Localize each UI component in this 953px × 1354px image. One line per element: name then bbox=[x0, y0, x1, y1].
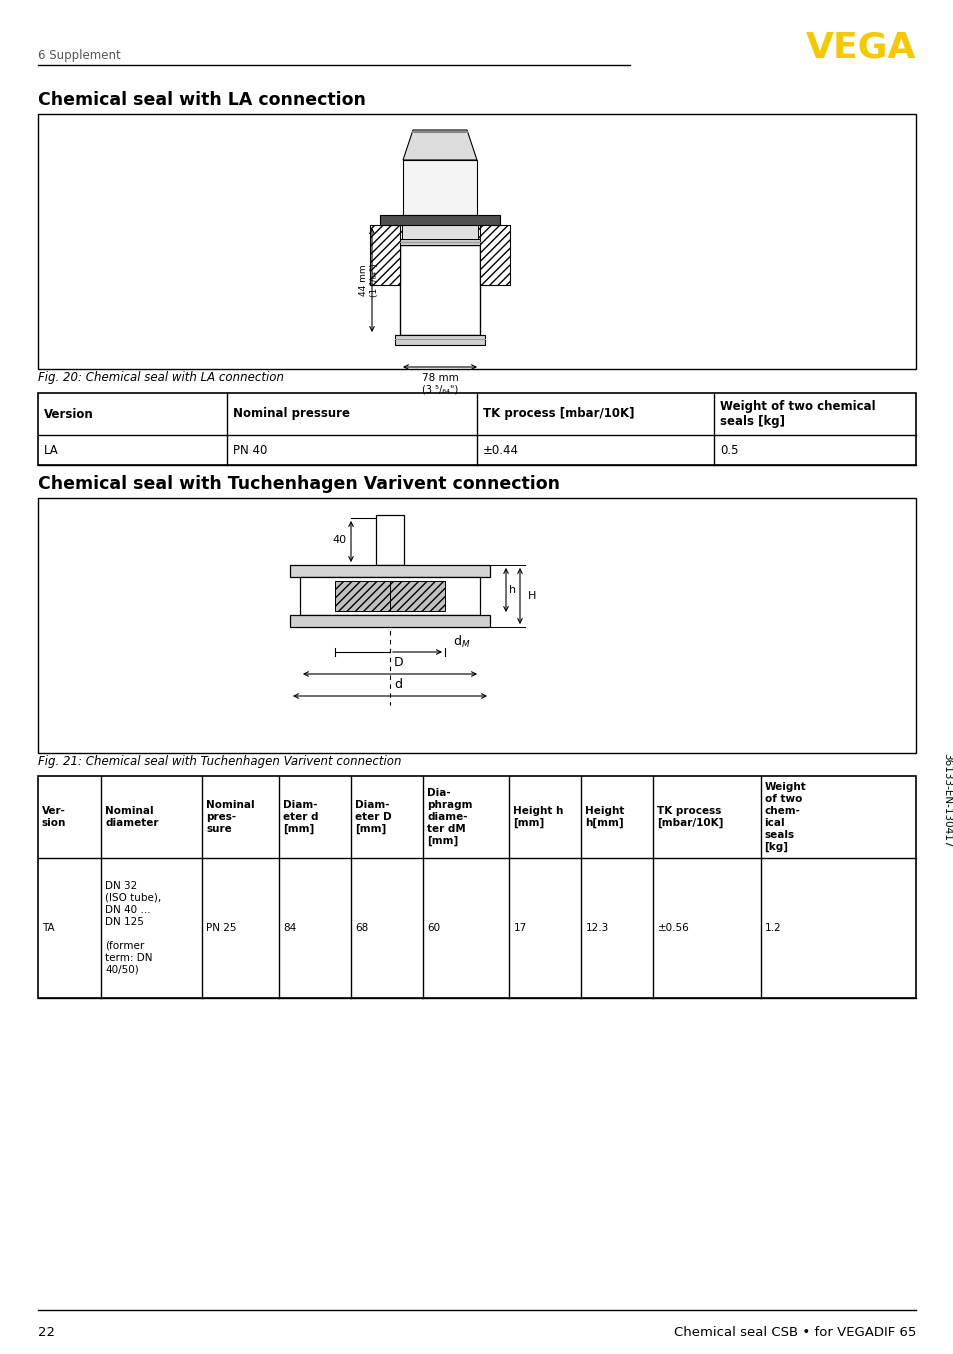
Text: TA: TA bbox=[42, 923, 54, 933]
Bar bbox=[38, 498, 915, 753]
Text: Diam-
eter D
[mm]: Diam- eter D [mm] bbox=[355, 800, 392, 834]
Text: h: h bbox=[509, 585, 516, 594]
Bar bbox=[395, 334, 484, 345]
Text: 12.3: 12.3 bbox=[585, 923, 608, 933]
Text: 84: 84 bbox=[283, 923, 296, 933]
Bar bbox=[290, 565, 490, 577]
Text: Ver-
sion: Ver- sion bbox=[42, 806, 67, 829]
Bar bbox=[38, 776, 915, 998]
Text: 68: 68 bbox=[355, 923, 368, 933]
Bar bbox=[401, 225, 477, 240]
Text: 60: 60 bbox=[427, 923, 440, 933]
Text: D: D bbox=[394, 655, 403, 669]
Text: Height
h[mm]: Height h[mm] bbox=[585, 806, 624, 829]
Text: Version: Version bbox=[44, 408, 93, 421]
Text: Chemical seal with LA connection: Chemical seal with LA connection bbox=[38, 91, 366, 110]
Text: Diam-
eter d
[mm]: Diam- eter d [mm] bbox=[283, 800, 318, 834]
Text: VEGA: VEGA bbox=[804, 31, 915, 65]
Text: H: H bbox=[527, 590, 536, 601]
Bar bbox=[379, 225, 401, 240]
Text: LA: LA bbox=[44, 444, 59, 456]
Bar bbox=[370, 225, 399, 284]
Bar bbox=[375, 515, 403, 565]
Text: 78 mm: 78 mm bbox=[421, 372, 457, 383]
Text: Fig. 20: Chemical seal with LA connection: Fig. 20: Chemical seal with LA connectio… bbox=[38, 371, 284, 385]
Text: 0.5: 0.5 bbox=[720, 444, 738, 456]
Text: 40: 40 bbox=[333, 535, 347, 546]
Bar bbox=[335, 581, 390, 611]
Bar bbox=[38, 114, 915, 370]
Text: Weight of two chemical
seals [kg]: Weight of two chemical seals [kg] bbox=[720, 399, 875, 428]
Text: 17: 17 bbox=[513, 923, 526, 933]
Text: 6 Supplement: 6 Supplement bbox=[38, 49, 121, 61]
Text: Dia-
phragm
diame-
ter dM
[mm]: Dia- phragm diame- ter dM [mm] bbox=[427, 788, 473, 846]
Text: d: d bbox=[394, 677, 401, 691]
Text: 36133-EN-130417: 36133-EN-130417 bbox=[941, 753, 951, 848]
Bar bbox=[479, 225, 510, 284]
Text: Height h
[mm]: Height h [mm] bbox=[513, 806, 563, 829]
Text: TK process
[mbar/10K]: TK process [mbar/10K] bbox=[657, 806, 723, 829]
Text: Weight
of two
chem-
ical
seals
[kg]: Weight of two chem- ical seals [kg] bbox=[763, 781, 805, 852]
Text: d$_M$: d$_M$ bbox=[453, 634, 470, 650]
Text: PN 25: PN 25 bbox=[206, 923, 236, 933]
Text: Chemical seal with Tuchenhagen Varivent connection: Chemical seal with Tuchenhagen Varivent … bbox=[38, 475, 559, 493]
Text: Nominal
pres-
sure: Nominal pres- sure bbox=[206, 800, 254, 834]
Text: Chemical seal CSB • for VEGADIF 65: Chemical seal CSB • for VEGADIF 65 bbox=[673, 1326, 915, 1339]
Text: Fig. 21: Chemical seal with Tuchenhagen Varivent connection: Fig. 21: Chemical seal with Tuchenhagen … bbox=[38, 756, 401, 769]
Text: Nominal pressure: Nominal pressure bbox=[233, 408, 350, 421]
Text: DN 32
(ISO tube),
DN 40 …
DN 125

(former
term: DN
40/50): DN 32 (ISO tube), DN 40 … DN 125 (former… bbox=[105, 881, 161, 975]
Bar bbox=[402, 160, 476, 215]
Bar bbox=[38, 393, 915, 464]
Text: TK process [mbar/10K]: TK process [mbar/10K] bbox=[482, 408, 634, 421]
Text: 1.2: 1.2 bbox=[763, 923, 781, 933]
Bar bbox=[299, 577, 479, 615]
Bar bbox=[390, 581, 444, 611]
Text: ±0.44: ±0.44 bbox=[482, 444, 518, 456]
Bar bbox=[290, 615, 490, 627]
Text: (3 ⁵/₆₄"): (3 ⁵/₆₄") bbox=[421, 385, 457, 394]
Bar bbox=[477, 225, 499, 240]
Bar bbox=[379, 215, 499, 225]
Bar bbox=[399, 245, 479, 334]
Polygon shape bbox=[402, 130, 476, 160]
Text: PN 40: PN 40 bbox=[233, 444, 267, 456]
Text: 22: 22 bbox=[38, 1326, 55, 1339]
Text: ±0.56: ±0.56 bbox=[657, 923, 688, 933]
Bar bbox=[399, 240, 479, 245]
Text: 44 mm
(1 ⁷/₆₄"): 44 mm (1 ⁷/₆₄") bbox=[359, 263, 378, 297]
Text: Nominal
diameter: Nominal diameter bbox=[105, 806, 158, 829]
